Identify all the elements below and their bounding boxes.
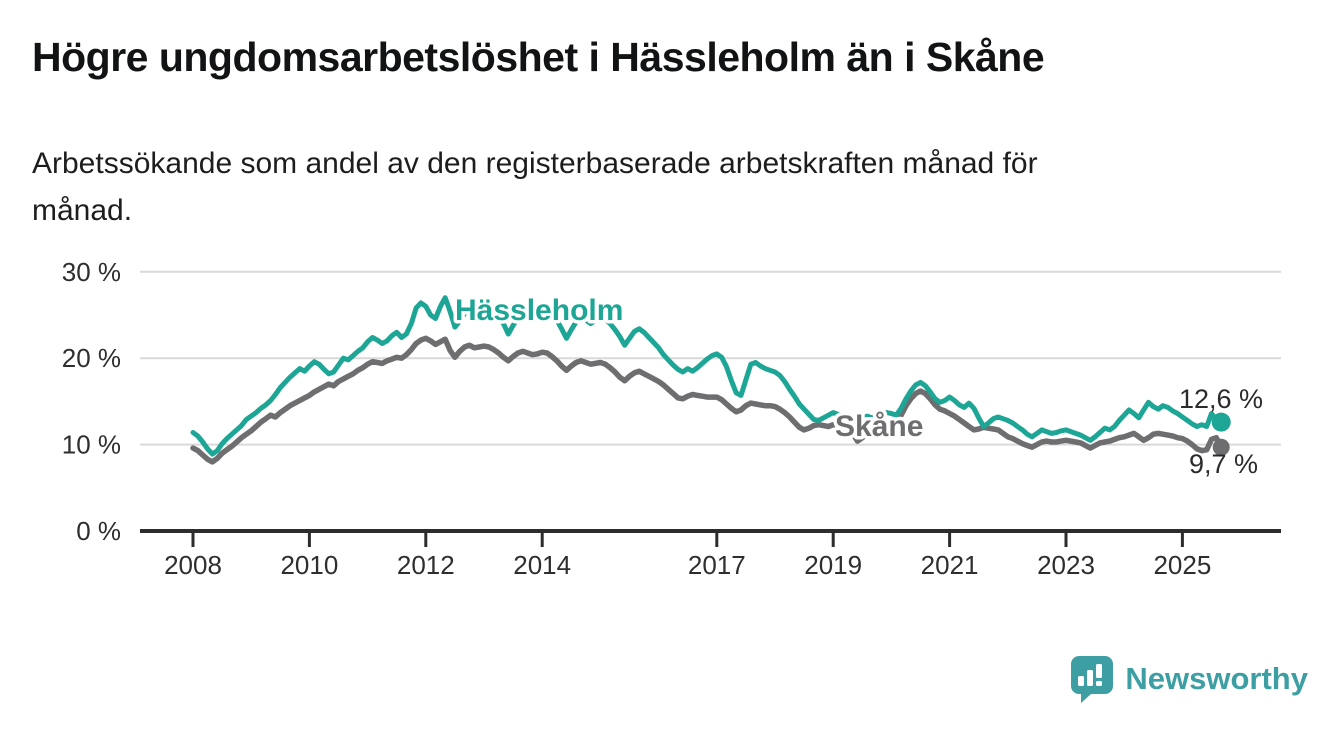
x-axis-tick-label: 2008 [164, 550, 222, 580]
end-value-label-hassleholm: 12,6 % [1179, 384, 1263, 414]
series-line-0 [190, 295, 1224, 457]
newsworthy-branding: Newsworthy [1067, 653, 1308, 705]
x-axis-tick-label: 2010 [280, 550, 338, 580]
x-axis-tick-label: 2025 [1153, 550, 1211, 580]
x-axis-tick-label: 2019 [804, 550, 862, 580]
axes: 30 % 20 % 10 % 0 % 2008 2010 2012 2014 2017 2019 2… [62, 257, 1281, 580]
series-line-1 [190, 335, 1224, 465]
subtitle-line-1: Arbetssökande som andel av den registerb… [32, 147, 1038, 180]
x-axis-tick-label: 2017 [688, 550, 746, 580]
y-axis-tick-label: 10 % [62, 430, 121, 460]
brand-name: Newsworthy [1125, 661, 1308, 696]
x-axis-tick-label: 2012 [397, 550, 455, 580]
x-axis-tick-label: 2023 [1037, 550, 1095, 580]
x-axis-tick-label: 2014 [513, 550, 571, 580]
end-value-label-skane: 9,7 % [1189, 449, 1258, 479]
page-title: Högre ungdomsarbetslöshet i Hässleholm ä… [32, 34, 1045, 80]
y-axis-tick-label: 20 % [62, 343, 121, 373]
line-chart: 30 % 20 % 10 % 0 % 2008 2010 2012 2014 2017 2019 2… [62, 257, 1281, 580]
series-label-skane: Skåne [835, 410, 923, 443]
y-axis-tick-label: 0 % [76, 516, 121, 546]
series-end-dot-0 [1211, 412, 1231, 432]
subtitle-line-2: månad. [32, 194, 133, 227]
x-axis-tick-label: 2021 [921, 550, 979, 580]
series-label-hassleholm: Hässleholm [455, 294, 623, 327]
chart-subtitle: Arbetssökande som andel av den registerb… [32, 140, 1252, 234]
annotations: Hässleholm Skåne 12,6 % 9,7 % [452, 291, 1264, 480]
bar-chart-speech-bubble-icon [1071, 656, 1114, 703]
series-end-dot-1 [1212, 438, 1230, 456]
y-axis-tick-label: 30 % [62, 257, 121, 287]
series-lines [190, 295, 1231, 465]
